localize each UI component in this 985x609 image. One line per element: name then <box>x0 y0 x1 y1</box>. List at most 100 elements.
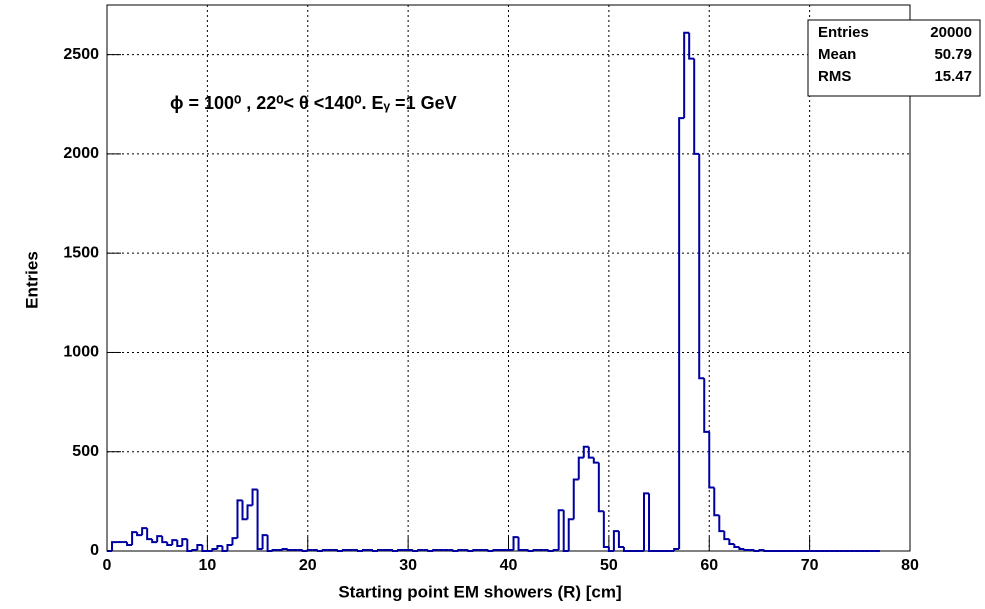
histogram-bin <box>361 549 368 552</box>
histogram-bin <box>427 550 434 552</box>
histogram-bin <box>341 549 348 552</box>
histogram-bin <box>718 515 725 533</box>
histogram-bin <box>738 547 745 551</box>
histogram-bin <box>392 550 399 552</box>
histogram-bin <box>271 549 278 552</box>
histogram-bin <box>211 548 218 551</box>
histogram-bin <box>678 117 685 550</box>
histogram-bin <box>723 531 730 541</box>
histogram-bin <box>111 541 118 551</box>
stats-label: Mean <box>818 46 856 63</box>
histogram-bin <box>728 539 735 546</box>
histogram-bin <box>607 547 614 552</box>
histogram-bin <box>301 550 308 552</box>
histogram-bin <box>231 537 238 546</box>
histogram-bin <box>316 550 323 552</box>
histogram-bin <box>246 504 253 520</box>
histogram-bin <box>527 550 534 552</box>
histogram-bin <box>512 536 519 551</box>
histogram-bin <box>708 431 715 489</box>
histogram-bin <box>547 550 554 552</box>
histogram-bin <box>261 534 268 550</box>
histogram-bin <box>472 549 479 552</box>
x-tick-label: 0 <box>103 557 112 574</box>
histogram-bin <box>356 550 363 552</box>
histogram-bin <box>186 539 193 552</box>
histogram-bin <box>743 549 750 552</box>
histogram-bin <box>622 547 629 552</box>
histogram-bin <box>281 548 288 551</box>
x-tick-label: 60 <box>700 557 718 574</box>
histogram-bin <box>417 549 424 552</box>
histogram-bin <box>397 549 404 552</box>
histogram-bin <box>688 32 695 60</box>
histogram-bin <box>492 549 499 552</box>
histogram-bin <box>412 550 419 552</box>
histogram-bin <box>557 509 564 551</box>
histogram-bin <box>432 549 439 552</box>
histogram-bin <box>136 532 143 537</box>
histogram-bin <box>733 544 740 549</box>
x-axis-label: Starting point EM showers (R) [cm] <box>338 582 621 601</box>
histogram-bin <box>713 487 720 517</box>
x-tick-label: 10 <box>198 557 216 574</box>
histogram-bin <box>643 492 650 551</box>
histogram-bin <box>648 493 655 552</box>
histogram-bin <box>306 549 313 552</box>
histogram-bin <box>201 545 208 552</box>
x-tick-label: 40 <box>500 557 518 574</box>
y-tick-label: 1500 <box>63 244 99 261</box>
histogram-bin <box>587 446 594 459</box>
histogram-bin <box>572 478 579 520</box>
histogram-bin <box>552 549 559 552</box>
histogram-bin <box>251 488 258 506</box>
histogram-bin <box>703 378 710 433</box>
histogram-bin <box>166 542 173 547</box>
histogram-bin <box>256 489 263 551</box>
histogram-bin <box>191 549 198 552</box>
histogram-bin <box>602 511 609 549</box>
histogram-bin <box>156 535 163 543</box>
histogram-bin <box>266 535 273 552</box>
y-tick-label: 2500 <box>63 46 99 63</box>
histogram-bin <box>683 31 690 119</box>
histogram-bin <box>567 518 574 551</box>
histogram-bin <box>126 542 133 547</box>
y-tick-label: 2000 <box>63 145 99 162</box>
histogram-bin <box>763 550 770 552</box>
histogram-bin <box>146 528 153 541</box>
x-tick-label: 80 <box>901 557 919 574</box>
y-tick-label: 0 <box>90 542 99 559</box>
histogram-bin <box>532 549 539 552</box>
histogram-bin <box>236 499 243 539</box>
histogram-bin <box>336 550 343 552</box>
histogram-bin <box>241 500 248 521</box>
histogram-bin <box>226 544 233 551</box>
histogram-bin <box>617 531 624 549</box>
stats-value: 20000 <box>930 24 972 41</box>
stats-label: Entries <box>818 24 869 41</box>
x-tick-label: 50 <box>600 557 618 574</box>
x-tick-label: 20 <box>299 557 317 574</box>
stats-label: RMS <box>818 68 851 85</box>
annotation: ϕ = 100⁰ , 22⁰< θ <140⁰. Eᵧ =1 GeV <box>170 93 457 113</box>
y-axis-label: Entries <box>22 251 41 309</box>
histogram-bin <box>377 549 384 552</box>
histogram-bin <box>582 445 589 458</box>
histogram-bin <box>673 548 680 551</box>
histogram-bin <box>487 550 494 552</box>
histogram-bin <box>181 538 188 547</box>
histogram-bin <box>562 510 569 552</box>
histogram-bin <box>592 457 599 464</box>
histogram-bin <box>286 549 293 552</box>
histogram-bin <box>452 550 459 552</box>
x-tick-label: 30 <box>399 557 417 574</box>
histogram-bin <box>151 539 158 544</box>
y-tick-label: 1000 <box>63 344 99 361</box>
histogram-bin <box>196 544 203 551</box>
histogram-bin <box>577 456 584 480</box>
stats-value: 50.79 <box>934 46 972 63</box>
x-tick-label: 70 <box>801 557 819 574</box>
histogram-bin <box>221 546 228 552</box>
histogram-bin <box>758 549 765 552</box>
